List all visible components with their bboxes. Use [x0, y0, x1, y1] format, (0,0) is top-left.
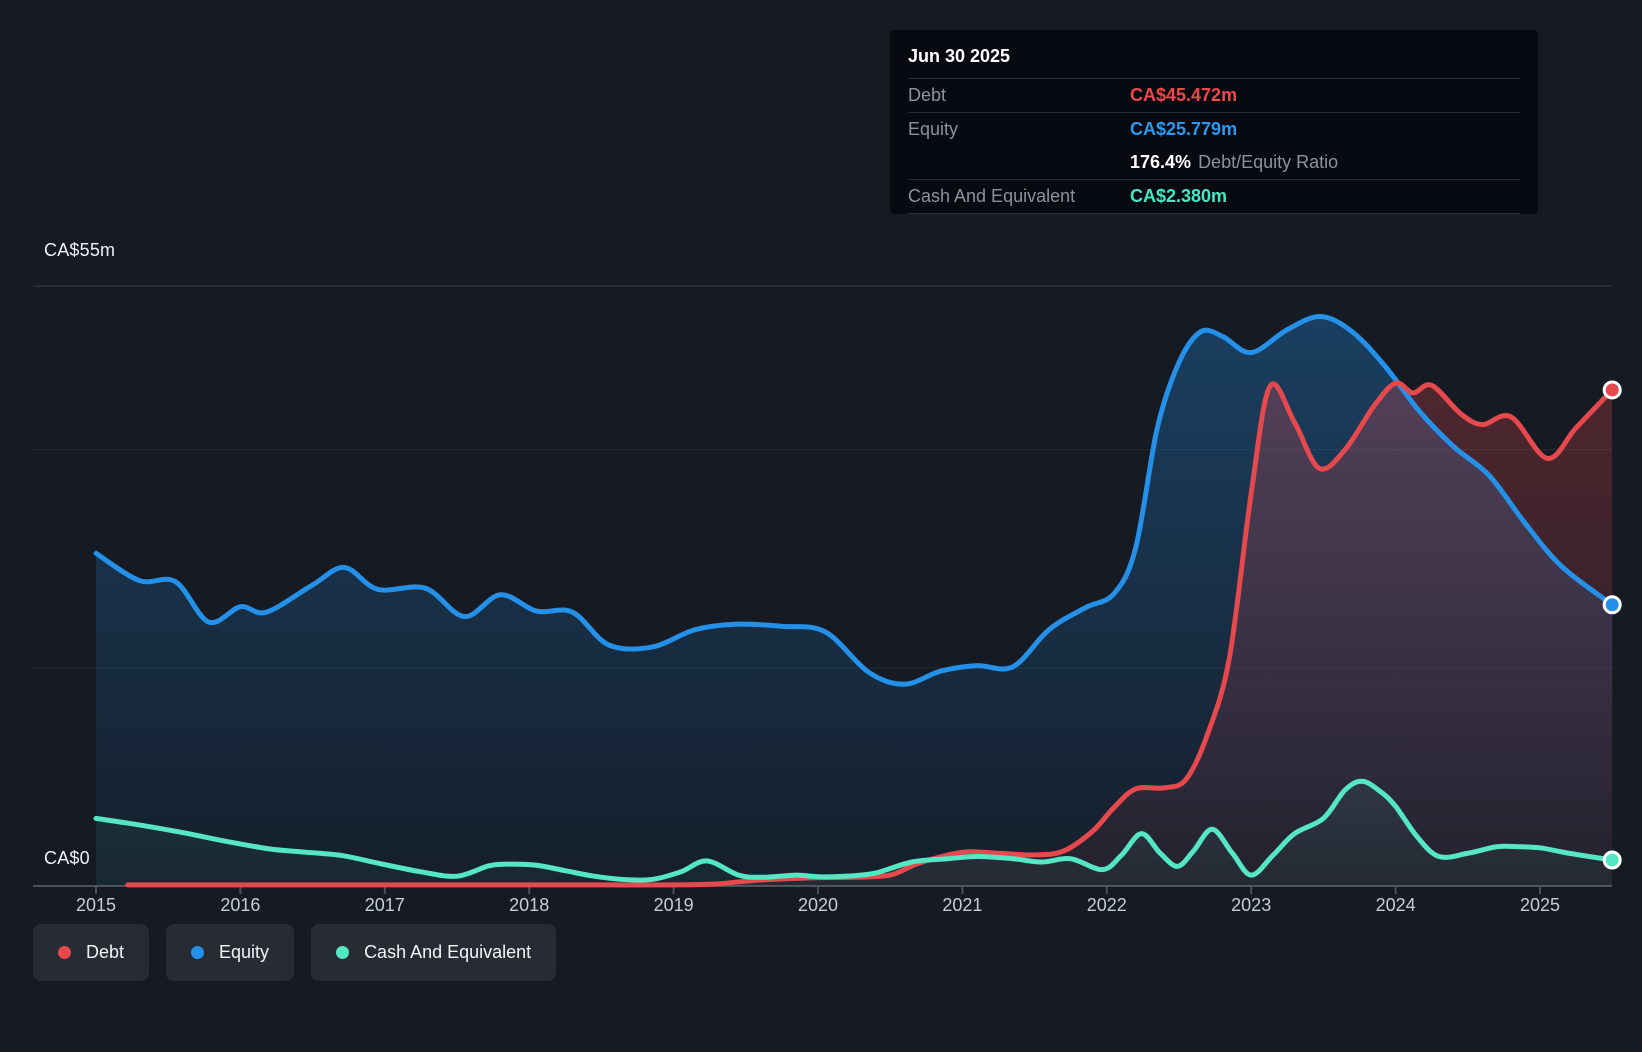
legend-item-debt[interactable]: Debt: [33, 924, 150, 981]
x-axis-label-2020: 2020: [797, 895, 839, 915]
tooltip-equity-label: Equity: [908, 119, 959, 139]
tooltip-equity-value: CA$25.779m: [1130, 119, 1238, 139]
legend-debt-label: Debt: [86, 942, 125, 962]
tooltip-ratio-label: Debt/Equity Ratio: [1198, 152, 1339, 172]
x-axis-label-2022: 2022: [1086, 895, 1127, 915]
chart-tooltip: Jun 30 2025 Debt CA$45.472m Equity CA$25…: [890, 30, 1538, 214]
tooltip-cash-label: Cash And Equivalent: [908, 186, 1076, 206]
debt-dot-icon: [58, 946, 71, 959]
x-axis-label-2016: 2016: [220, 895, 261, 915]
x-axis-label-2025: 2025: [1519, 895, 1561, 915]
tooltip-row-ratio: 176.4% Debt/Equity Ratio: [908, 146, 1520, 180]
legend-item-cash[interactable]: Cash And Equivalent: [311, 924, 557, 981]
tooltip-row-debt: Debt CA$45.472m: [908, 79, 1520, 113]
tooltip-cash-value: CA$2.380m: [1130, 186, 1228, 206]
tooltip-debt-label: Debt: [908, 85, 947, 105]
tooltip-date: Jun 30 2025: [908, 30, 1520, 79]
x-axis-label-2018: 2018: [509, 895, 550, 915]
equity-dot-icon: [191, 946, 205, 959]
cash-dot-icon: [336, 946, 350, 959]
legend-equity-label: Equity: [219, 942, 270, 962]
legend-cash-label: Cash And Equivalent: [364, 942, 532, 962]
tooltip-row-cash: Cash And Equivalent CA$2.380m: [908, 180, 1520, 214]
x-axis-label-2017: 2017: [364, 895, 405, 915]
y-axis-zero-label: CA$0: [44, 848, 90, 868]
y-axis-max-label: CA$55m: [44, 240, 116, 260]
x-axis-label-2019: 2019: [653, 895, 694, 915]
x-axis-label-2024: 2024: [1375, 895, 1416, 915]
chart-legend: Debt Equity Cash And Equivalent: [33, 924, 557, 981]
tooltip-row-equity: Equity CA$25.779m: [908, 113, 1520, 146]
tooltip-ratio-value: 176.4%: [1130, 152, 1192, 172]
tooltip-debt-value: CA$45.472m: [1130, 85, 1238, 105]
x-axis-label-2021: 2021: [942, 895, 983, 915]
x-axis-label-2015: 2015: [75, 895, 117, 915]
x-axis-label-2023: 2023: [1231, 895, 1272, 915]
legend-item-equity[interactable]: Equity: [166, 924, 295, 981]
